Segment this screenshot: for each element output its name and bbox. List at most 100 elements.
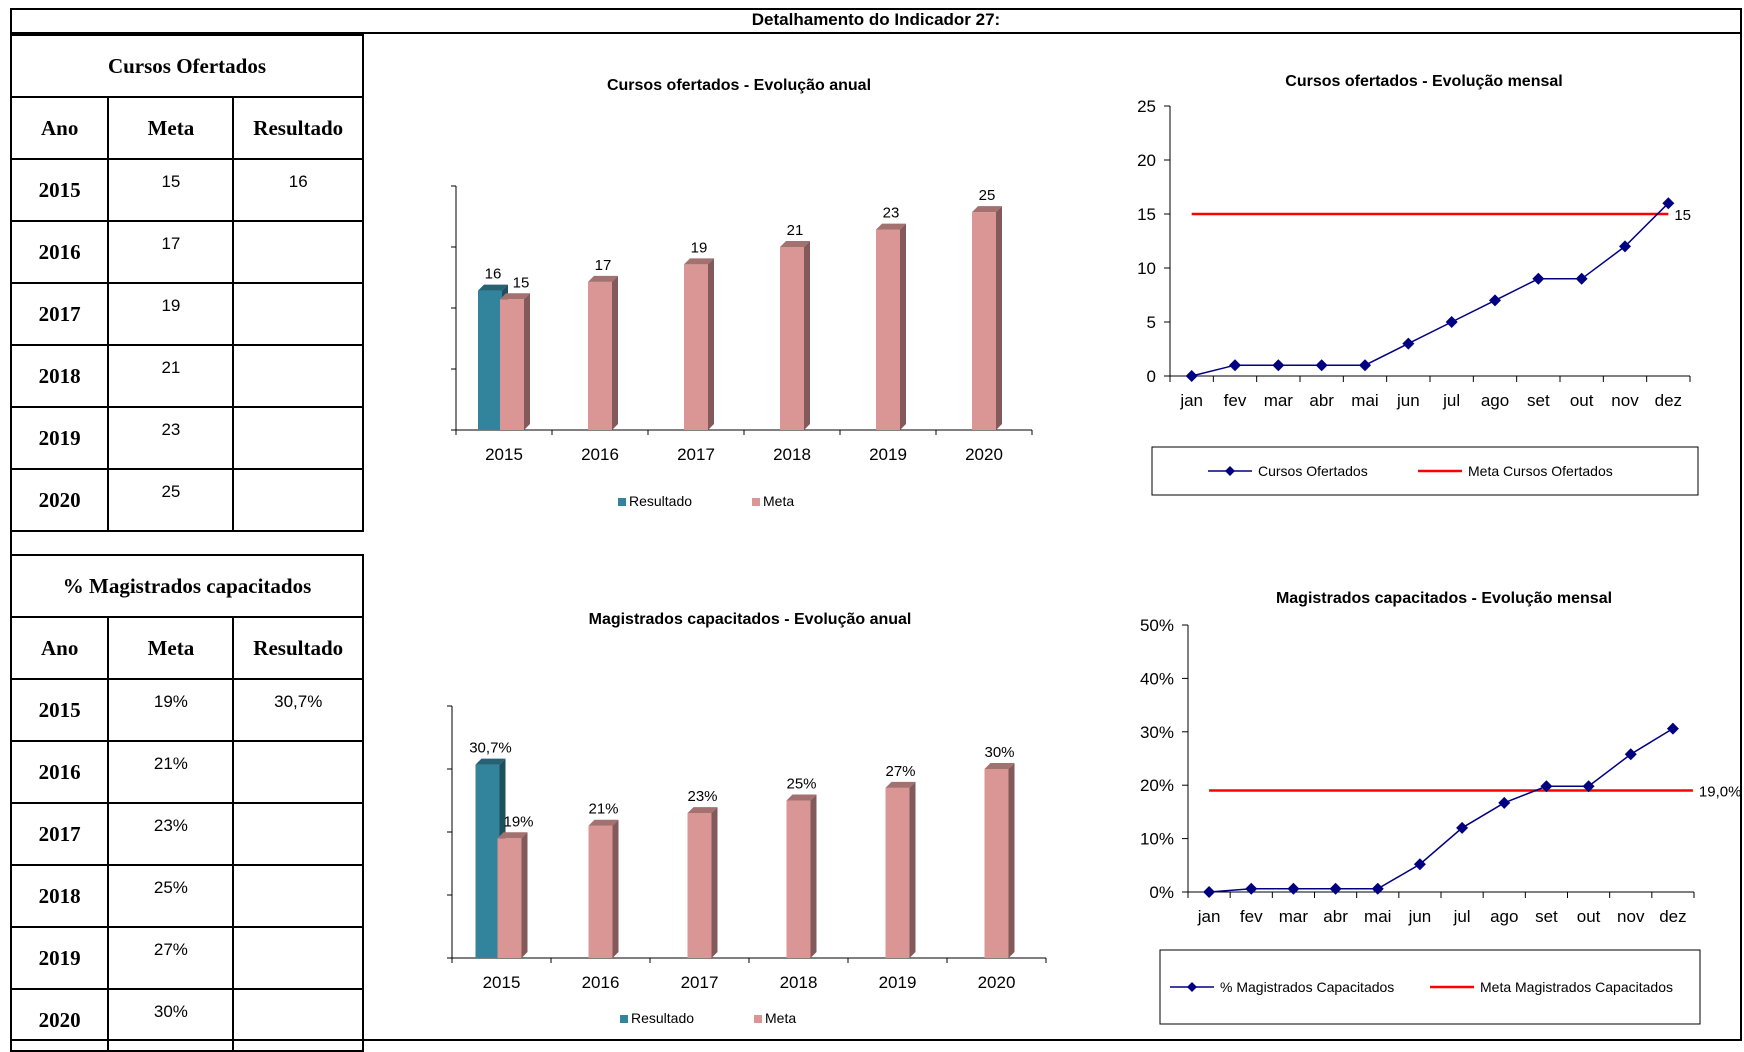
cell-meta: 15 [107, 158, 235, 222]
x-tick-label: 2016 [581, 445, 619, 464]
x-tick-label: jan [1179, 391, 1203, 410]
legend-label-resultado: Resultado [629, 493, 692, 509]
x-tick-label: out [1570, 391, 1594, 410]
cell-ano: 2015 [9, 158, 110, 222]
x-tick-label: 2020 [978, 973, 1016, 992]
bar-meta [885, 781, 916, 958]
y-tick-label: 20% [1140, 776, 1174, 795]
bar-meta-side [900, 223, 906, 430]
x-tick-label: mar [1279, 907, 1309, 926]
x-tick-label: jun [1408, 907, 1432, 926]
table-row: 2020 30% [9, 988, 364, 1052]
cell-ano: 2017 [9, 282, 110, 346]
data-point [1582, 780, 1595, 793]
data-point [1666, 722, 1679, 735]
y-tick-label: 5 [1147, 313, 1156, 332]
table-row: 2019 23 [9, 406, 364, 470]
x-tick-label: nov [1611, 391, 1639, 410]
x-tick-label: set [1527, 391, 1550, 410]
cell-resultado [232, 740, 364, 804]
cell-meta: 27% [107, 926, 235, 990]
x-tick-label: ago [1481, 391, 1509, 410]
bar-meta-front [684, 264, 708, 430]
data-label: 25% [786, 776, 816, 793]
data-point [1619, 240, 1631, 253]
x-tick-label: nov [1617, 907, 1645, 926]
bar-meta-front [780, 247, 804, 430]
bar-meta-side [804, 241, 810, 430]
cell-ano: 2018 [9, 864, 110, 928]
data-point [1575, 272, 1588, 285]
bar-resultado-top [475, 758, 506, 765]
bar-meta-side [708, 258, 714, 430]
x-tick-label: jul [1442, 391, 1460, 410]
data-point [1287, 882, 1300, 895]
data-point [1489, 294, 1501, 307]
legend-label-series: Cursos Ofertados [1258, 463, 1368, 479]
x-tick-label: dez [1655, 391, 1682, 410]
legend-label-meta: Meta [765, 1010, 796, 1026]
cell-ano: 2020 [9, 468, 110, 532]
x-tick-label: 2019 [869, 445, 907, 464]
bar-meta [588, 819, 619, 958]
data-point [1185, 370, 1198, 382]
chart-title: Cursos ofertados - Evolução anual [607, 77, 871, 94]
bar-meta-side [612, 819, 619, 958]
cell-ano: 2018 [9, 344, 110, 408]
data-point [1456, 821, 1469, 834]
legend-label-meta: Meta [763, 493, 794, 509]
x-tick-label: abr [1323, 907, 1348, 926]
col-header-ano: Ano [9, 96, 110, 160]
cell-meta: 21 [107, 344, 235, 408]
chart-title: Cursos ofertados - Evolução mensal [1285, 73, 1562, 90]
cell-ano: 2019 [9, 926, 110, 990]
x-tick-label: out [1577, 907, 1601, 926]
data-label: 17 [595, 257, 612, 274]
table-row: 2017 23% [9, 802, 364, 866]
data-point [1371, 882, 1384, 895]
bar-meta-front [497, 838, 522, 958]
bar-meta-side [810, 794, 817, 958]
table-caption: Cursos Ofertados [10, 34, 364, 98]
bar-meta-top [500, 293, 530, 300]
x-tick-label: 2018 [773, 445, 811, 464]
data-point [1413, 858, 1426, 871]
data-label: 19 [691, 239, 708, 256]
meta-label: 19,0% [1699, 784, 1742, 801]
magistrados-capacitados-table: % Magistrados capacitados Ano Meta Resul… [9, 554, 364, 1052]
cell-ano: 2017 [9, 802, 110, 866]
legend-marker-series [1225, 466, 1235, 476]
bar-meta [500, 293, 530, 430]
bar-meta-top [984, 763, 1015, 769]
data-point [1445, 316, 1458, 328]
data-point [1203, 886, 1216, 898]
data-point [1272, 359, 1285, 372]
col-header-resultado: Resultado [232, 96, 364, 160]
data-label: 25 [979, 187, 996, 204]
bar-meta-side [612, 275, 618, 430]
data-point [1402, 337, 1415, 350]
data-point [1315, 359, 1328, 372]
data-point [1359, 359, 1371, 372]
bar-meta-top [780, 241, 810, 247]
bar-meta-front [984, 769, 1009, 958]
cell-meta: 23% [107, 802, 235, 866]
bar-meta-top [687, 807, 718, 814]
y-tick-label: 10% [1140, 830, 1174, 849]
bar-meta [780, 241, 810, 430]
x-tick-label: jul [1453, 907, 1471, 926]
cell-meta: 21% [107, 740, 235, 804]
x-tick-label: 2017 [681, 973, 719, 992]
bar-meta-top [876, 223, 906, 230]
x-tick-label: fev [1240, 907, 1263, 926]
data-label: 19% [503, 813, 533, 830]
chart-title: Magistrados capacitados - Evolução mensa… [1276, 590, 1612, 607]
x-tick-label: 2015 [483, 973, 521, 992]
bar-meta [687, 807, 718, 958]
bar-meta-side [909, 781, 916, 958]
cell-resultado [232, 282, 364, 346]
bar-meta-top [972, 206, 1002, 213]
bar-meta-front [876, 229, 900, 430]
bar-meta-side [521, 832, 528, 958]
data-point [1540, 780, 1553, 793]
